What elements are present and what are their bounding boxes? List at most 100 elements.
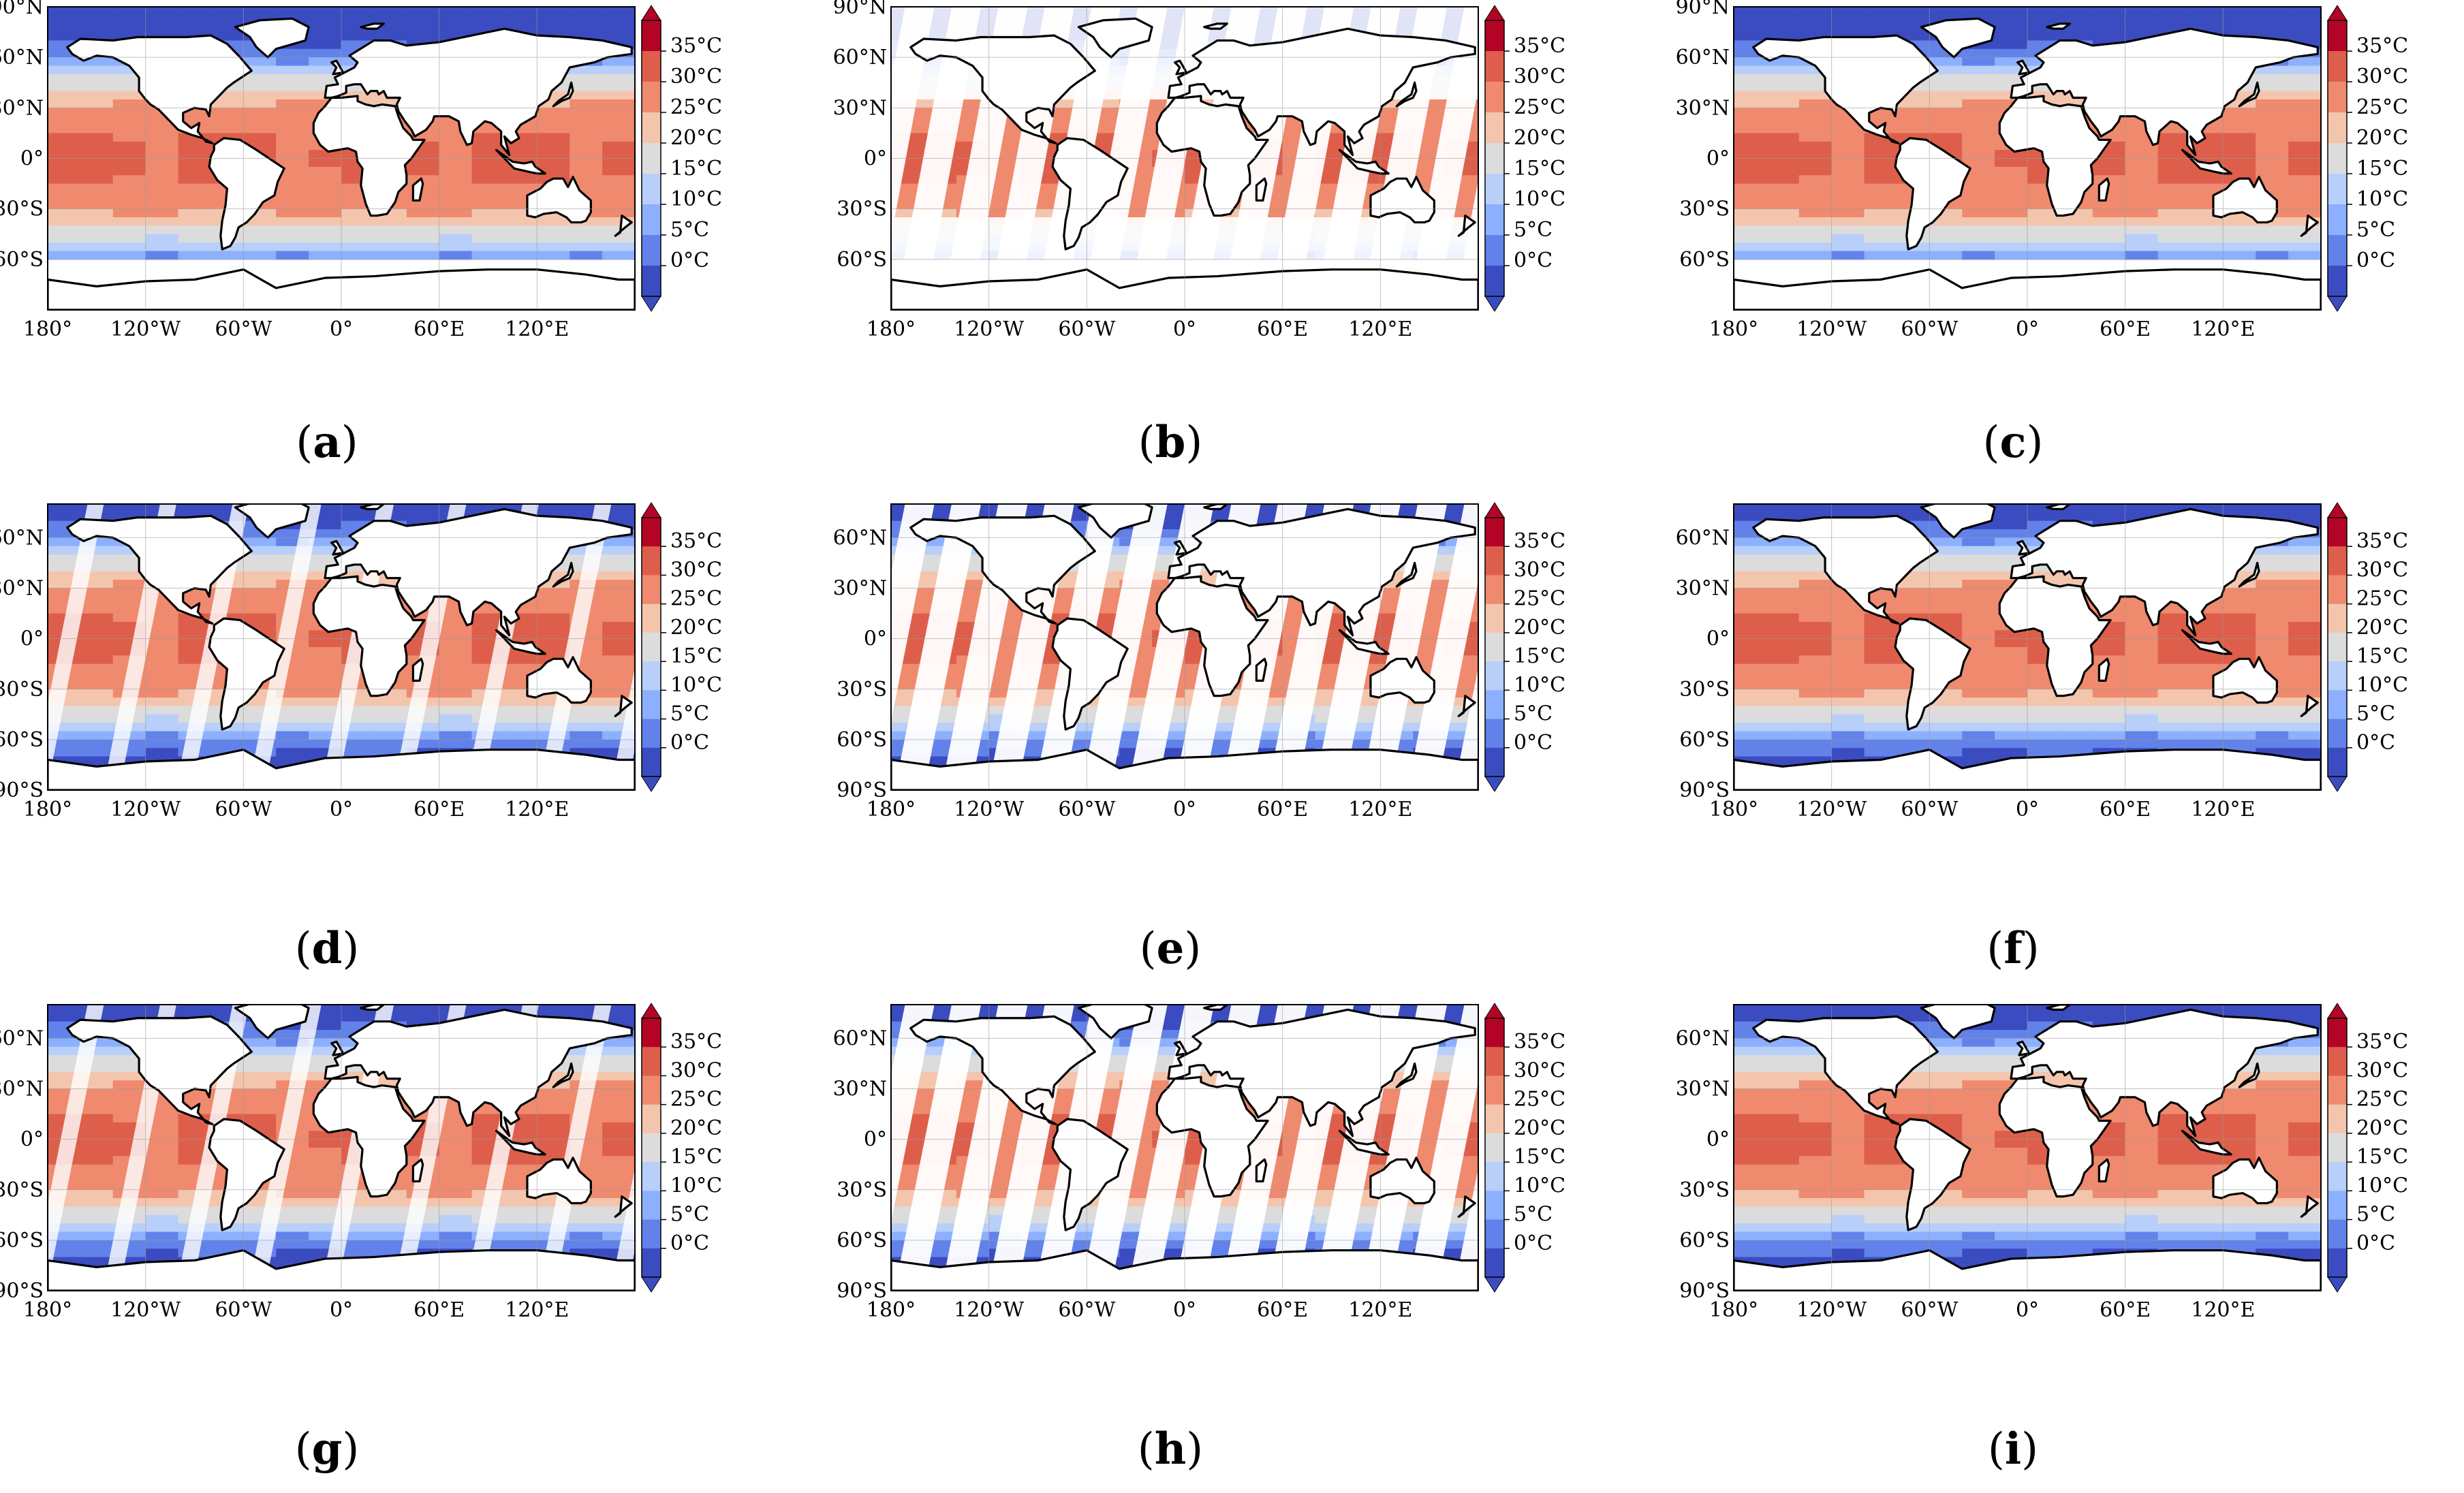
lon-tick-label: 60°E <box>2100 1298 2151 1322</box>
colorbar-segment <box>2328 1047 2347 1076</box>
colorbar-segment <box>1485 546 1504 576</box>
lon-tick-label: 0° <box>330 1298 353 1322</box>
colorbar-segment <box>642 518 661 547</box>
lat-tick-label: 0° <box>20 627 44 651</box>
colorbar-tick-label: 25°C <box>2356 1088 2408 1112</box>
lat-tick-label: 30°S <box>1679 1178 1730 1202</box>
colorbar-segment <box>1485 1220 1504 1249</box>
colorbar-segment <box>642 633 661 662</box>
map-svg-a: 90°N60°N30°N0°30°S60°S180°120°W60°W0°60°… <box>0 0 822 495</box>
colorbar-segment <box>2328 174 2347 205</box>
colorbar-min-arrow <box>2328 296 2347 311</box>
colorbar-tick-label: 35°C <box>2356 1030 2408 1054</box>
caption-e: (e) <box>1102 923 1238 974</box>
lat-tick-label: 30°N <box>0 577 44 601</box>
lat-tick-label: 30°N <box>1676 1078 1730 1101</box>
colorbar-segment <box>642 1248 661 1278</box>
lat-tick-label: 60°N <box>833 1026 887 1050</box>
lat-tick-label: 90°N <box>833 0 887 19</box>
colorbar-tick-label: 0°C <box>2356 1231 2395 1255</box>
lon-tick-label: 120°E <box>505 798 569 821</box>
colorbar-segment <box>642 20 661 52</box>
lat-tick-label: 30°N <box>833 577 887 601</box>
colorbar-segment <box>1485 1248 1504 1278</box>
lon-tick-label: 120°W <box>110 798 181 821</box>
caption-b: (b) <box>1102 417 1238 468</box>
lat-tick-label: 0° <box>864 147 887 171</box>
colorbar-segment <box>1485 1191 1504 1220</box>
colorbar-tick-label: 10°C <box>2356 187 2408 211</box>
caption-letter: i <box>2005 1424 2021 1475</box>
lat-tick-label: 30°N <box>1676 96 1730 120</box>
lon-tick-label: 60°E <box>414 317 465 341</box>
colorbar-tick-label: 30°C <box>2356 65 2408 89</box>
colorbar-segment <box>1485 661 1504 691</box>
colorbar-segment <box>642 748 661 777</box>
colorbar-tick-label: 5°C <box>2356 702 2395 726</box>
colorbar-segment <box>1485 518 1504 547</box>
caption-i: (i) <box>1945 1424 2081 1475</box>
colorbar-tick-label: 0°C <box>2356 249 2395 272</box>
lon-tick-label: 0° <box>1173 317 1196 341</box>
lon-tick-label: 120°E <box>1348 798 1412 821</box>
lat-tick-label: 60°S <box>837 728 887 752</box>
lon-tick-label: 180° <box>867 798 916 821</box>
colorbar-tick-label: 10°C <box>2356 673 2408 697</box>
lon-tick-label: 180° <box>1709 1298 1758 1322</box>
colorbar-segment <box>642 1018 661 1048</box>
colorbar-segment <box>642 1105 661 1134</box>
caption-a: (a) <box>259 417 395 468</box>
lon-tick-label: 120°E <box>2191 317 2255 341</box>
lon-tick-label: 60°W <box>1901 1298 1958 1322</box>
caption-letter: f <box>2003 923 2023 974</box>
colorbar-tick-label: 15°C <box>2356 157 2408 180</box>
colorbar-segment <box>642 235 661 266</box>
colorbar-max-arrow <box>2328 1003 2347 1018</box>
colorbar-tick-label: 15°C <box>2356 1145 2408 1169</box>
colorbar-segment <box>2328 1133 2347 1163</box>
colorbar-segment <box>2328 20 2347 52</box>
lon-tick-label: 60°W <box>215 317 272 341</box>
colorbar-tick-label: 0°C <box>1514 249 1553 272</box>
colorbar-tick-label: 25°C <box>1514 1088 1565 1112</box>
colorbar-segment <box>642 719 661 749</box>
colorbar-tick-label: 20°C <box>670 1116 722 1140</box>
colorbar-tick-label: 15°C <box>1514 1145 1565 1169</box>
colorbar-segment <box>642 51 661 82</box>
colorbar-segment <box>1485 604 1504 633</box>
lon-tick-label: 0° <box>2016 1298 2039 1322</box>
map-panel-a: 90°N60°N30°N0°30°S60°S180°120°W60°W0°60°… <box>0 0 822 495</box>
lon-tick-label: 120°W <box>954 798 1024 821</box>
colorbar-segment <box>2328 1191 2347 1220</box>
colorbar-tick-label: 20°C <box>1514 1116 1565 1140</box>
colorbar-tick-label: 30°C <box>2356 558 2408 582</box>
lat-tick-label: 60°N <box>0 46 44 69</box>
colorbar-segment <box>642 661 661 691</box>
colorbar-min-arrow <box>642 296 661 311</box>
lon-tick-label: 120°E <box>1348 317 1412 341</box>
colorbar-segment <box>2328 719 2347 749</box>
colorbar-segment <box>1485 1075 1504 1105</box>
lon-tick-label: 120°W <box>1796 317 1867 341</box>
lon-tick-label: 120°E <box>505 1298 569 1322</box>
colorbar-segment <box>2328 51 2347 82</box>
lat-tick-label: 30°N <box>1676 577 1730 601</box>
colorbar-tick-label: 15°C <box>1514 644 1565 668</box>
colorbar-tick-label: 5°C <box>670 1203 709 1227</box>
colorbar-segment <box>642 266 661 297</box>
colorbar-tick-label: 0°C <box>2356 731 2395 755</box>
colorbar-segment <box>2328 546 2347 576</box>
colorbar-tick-label: 30°C <box>670 65 722 89</box>
colorbar-tick-label: 15°C <box>1514 157 1565 180</box>
lat-tick-label: 30°N <box>0 96 44 120</box>
lat-tick-label: 60°S <box>1679 248 1730 272</box>
colorbar-segment <box>1485 51 1504 82</box>
colorbar-segment <box>2328 235 2347 266</box>
lon-tick-label: 0° <box>330 317 353 341</box>
lat-tick-label: 30°N <box>833 96 887 120</box>
colorbar-max-arrow <box>2328 5 2347 20</box>
colorbar-segment <box>1485 174 1504 205</box>
